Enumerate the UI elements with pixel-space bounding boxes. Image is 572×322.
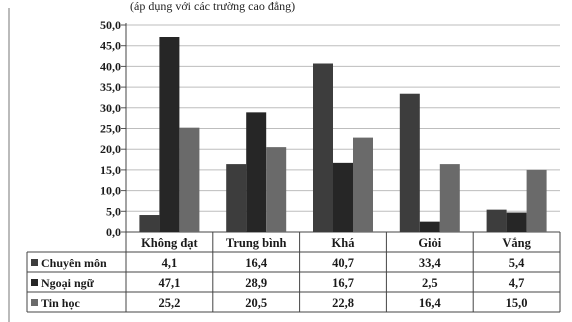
legend-swatch	[31, 259, 38, 266]
bar	[486, 209, 507, 232]
data-label: 20,5	[245, 296, 267, 310]
bar	[266, 147, 287, 232]
bar	[506, 212, 527, 232]
y-tick-label: 10,0	[100, 184, 121, 198]
data-label: 16,7	[332, 276, 354, 290]
data-label: 25,2	[158, 296, 180, 310]
bar	[399, 93, 420, 232]
data-label: 4,7	[509, 276, 525, 290]
y-tick-label: 20,0	[100, 142, 121, 156]
data-label: 40,7	[332, 256, 354, 270]
series-label: Ngoại ngữ	[41, 276, 95, 290]
y-tick-label: 45,0	[100, 39, 121, 53]
data-label: 33,4	[419, 256, 442, 270]
bar	[246, 112, 267, 232]
data-label: 5,4	[509, 256, 525, 270]
y-tick-label: 0,0	[106, 225, 121, 239]
legend-swatch	[31, 279, 38, 286]
bar	[313, 63, 333, 232]
bar	[179, 127, 200, 232]
series-label: Tin học	[41, 296, 80, 310]
data-label: 47,1	[158, 276, 180, 290]
data-label: 16,4	[419, 296, 442, 310]
category-label: Giỏi	[418, 236, 441, 250]
data-label: 28,9	[245, 276, 267, 290]
data-label: 16,4	[245, 256, 268, 270]
bar	[419, 221, 440, 232]
data-label: 2,5	[422, 276, 438, 290]
caption-fragment: (áp dụng với các trường cao đẳng)	[130, 0, 296, 13]
y-tick-label: 40,0	[100, 59, 121, 73]
bar	[439, 164, 460, 232]
bars	[139, 37, 547, 233]
bar	[353, 137, 373, 232]
category-label: Không đạt	[141, 236, 198, 250]
y-tick-label: 15,0	[100, 163, 121, 177]
bar	[159, 37, 180, 233]
bar	[526, 169, 547, 232]
data-label: 15,0	[506, 296, 528, 310]
category-label: Trung bình	[226, 236, 287, 250]
bar	[333, 162, 353, 232]
series-label: Chuyên môn	[41, 256, 107, 270]
data-label: 22,8	[332, 296, 354, 310]
category-label: Vắng	[502, 236, 531, 250]
y-tick-label: 5,0	[106, 204, 121, 218]
bar	[226, 164, 247, 232]
legend-swatch	[31, 299, 38, 306]
y-tick-label: 25,0	[100, 122, 121, 136]
bar	[139, 215, 160, 232]
y-tick-label: 50,0	[100, 18, 121, 32]
category-label: Khá	[332, 236, 356, 250]
y-axis-ticks: 0,0 5,0 10,0 15,0 20,0 25,0 30,0 35,0 40,0 45,0 50…	[100, 18, 121, 239]
data-label: 4,1	[162, 256, 178, 270]
y-tick-label: 30,0	[100, 101, 121, 115]
y-tick-label: 35,0	[100, 80, 121, 94]
data-table: Không đạt Trung bình Khá Giỏi Vắng Chuyên môn…	[26, 232, 561, 313]
